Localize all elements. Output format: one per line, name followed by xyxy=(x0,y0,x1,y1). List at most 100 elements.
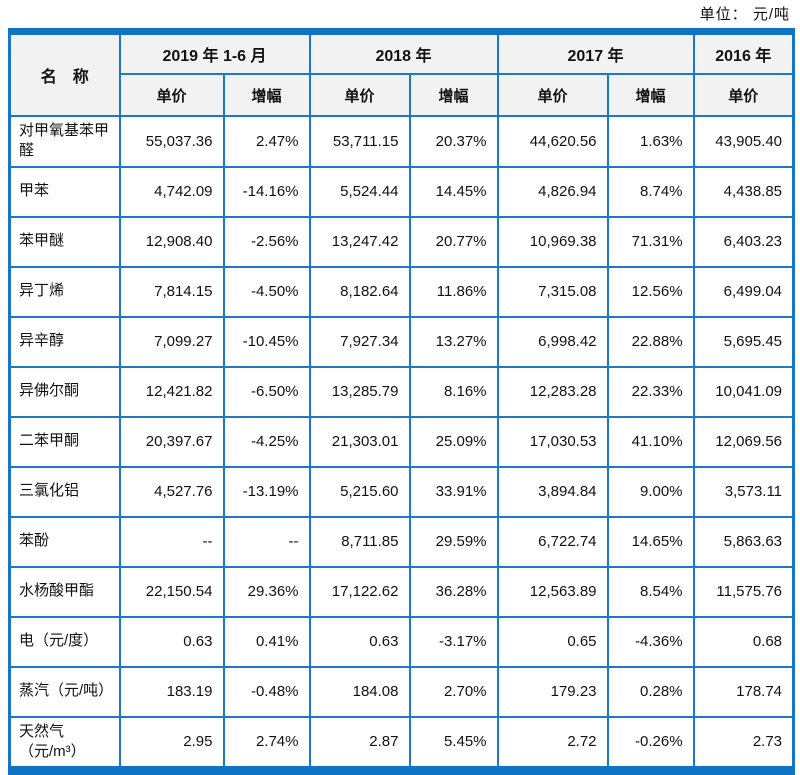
value-cell: 6,998.42 xyxy=(496,315,609,368)
value-cell: 12,421.82 xyxy=(118,365,225,418)
value-cell: 12,283.28 xyxy=(496,365,609,418)
row-label: 二苯甲酮 xyxy=(8,415,121,468)
value-cell: -3.17% xyxy=(408,615,499,668)
value-cell: 0.68 xyxy=(692,615,795,668)
column-subheader: 增幅 xyxy=(408,73,499,117)
value-cell: 10,969.38 xyxy=(496,215,609,268)
value-cell: 14.45% xyxy=(408,165,499,218)
value-cell: -14.16% xyxy=(222,165,311,218)
value-cell: -6.50% xyxy=(222,365,311,418)
value-cell: 6,403.23 xyxy=(692,215,795,268)
value-cell: 2.72 xyxy=(496,715,609,772)
value-cell: 12.56% xyxy=(606,265,695,318)
table-row: 甲苯 4,742.09 -14.16% 5,524.44 14.45% 4,826.94… xyxy=(8,165,795,218)
value-cell: 29.36% xyxy=(222,565,311,618)
table-header: 名 称 2019 年 1-6 月 2018 年 2017 年 2016 年 单价 增幅单… xyxy=(8,30,795,117)
value-cell: 179.23 xyxy=(496,665,609,718)
value-cell: 7,927.34 xyxy=(308,315,411,368)
value-cell: -- xyxy=(222,515,311,568)
column-subheader: 增幅 xyxy=(222,73,311,117)
value-cell: 20.77% xyxy=(408,215,499,268)
row-label: 异辛醇 xyxy=(8,315,121,368)
table-row: 天然气（元/m³） 2.95 2.74% 2.87 5.45% 2.72 -0.26% 2.… xyxy=(8,715,795,772)
row-label: 电（元/度） xyxy=(8,615,121,668)
table-row: 异辛醇 7,099.27 -10.45% 7,927.34 13.27% 6,998.4… xyxy=(8,315,795,368)
value-cell: 10,041.09 xyxy=(692,365,795,418)
value-cell: 1.63% xyxy=(606,115,695,168)
value-cell: 5,863.63 xyxy=(692,515,795,568)
value-cell: 4,826.94 xyxy=(496,165,609,218)
value-cell: 0.41% xyxy=(222,615,311,668)
value-cell: 44,620.56 xyxy=(496,115,609,168)
value-cell: 8.16% xyxy=(408,365,499,418)
table-row: 异丁烯 7,814.15 -4.50% 8,182.64 11.86% 7,315.08… xyxy=(8,265,795,318)
row-label: 苯甲醚 xyxy=(8,215,121,268)
value-cell: 13.27% xyxy=(408,315,499,368)
value-cell: 2.47% xyxy=(222,115,311,168)
value-cell: 184.08 xyxy=(308,665,411,718)
row-label: 对甲氧基苯甲醛 xyxy=(8,115,121,168)
value-cell: -- xyxy=(118,515,225,568)
row-label: 甲苯 xyxy=(8,165,121,218)
value-cell: 41.10% xyxy=(606,415,695,468)
table-row: 三氯化铝 4,527.76 -13.19% 5,215.60 33.91% 3,894.… xyxy=(8,465,795,518)
table-row: 蒸汽（元/吨） 183.19 -0.48% 184.08 2.70% 179.23 0.2… xyxy=(8,665,795,718)
row-label: 蒸汽（元/吨） xyxy=(8,665,121,718)
value-cell: 13,285.79 xyxy=(308,365,411,418)
column-subheader: 单价 xyxy=(308,73,411,117)
value-cell: 21,303.01 xyxy=(308,415,411,468)
value-cell: 0.63 xyxy=(118,615,225,668)
value-cell: 8,711.85 xyxy=(308,515,411,568)
value-cell: 5,215.60 xyxy=(308,465,411,518)
value-cell: 22.33% xyxy=(606,365,695,418)
value-cell: 12,563.89 xyxy=(496,565,609,618)
value-cell: 43,905.40 xyxy=(692,115,795,168)
value-cell: 2.73 xyxy=(692,715,795,772)
column-header-name: 名 称 xyxy=(8,30,121,117)
value-cell: 0.63 xyxy=(308,615,411,668)
row-label: 三氯化铝 xyxy=(8,465,121,518)
value-cell: 11.86% xyxy=(408,265,499,318)
value-cell: -0.26% xyxy=(606,715,695,772)
value-cell: 5,695.45 xyxy=(692,315,795,368)
header-row-years: 名 称 2019 年 1-6 月 2018 年 2017 年 2016 年 xyxy=(8,30,795,117)
value-cell: 183.19 xyxy=(118,665,225,718)
table-row: 对甲氧基苯甲醛 55,037.36 2.47% 53,711.15 20.37% 44,… xyxy=(8,115,795,168)
value-cell: 71.31% xyxy=(606,215,695,268)
value-cell: 178.74 xyxy=(692,665,795,718)
value-cell: -10.45% xyxy=(222,315,311,368)
value-cell: 14.65% xyxy=(606,515,695,568)
value-cell: 9.00% xyxy=(606,465,695,518)
value-cell: 29.59% xyxy=(408,515,499,568)
table-row: 水杨酸甲酯 22,150.54 29.36% 17,122.62 36.28% 12,5… xyxy=(8,565,795,618)
value-cell: 4,438.85 xyxy=(692,165,795,218)
value-cell: 0.65 xyxy=(496,615,609,668)
value-cell: 0.28% xyxy=(606,665,695,718)
row-label: 异丁烯 xyxy=(8,265,121,318)
value-cell: -2.56% xyxy=(222,215,311,268)
value-cell: 12,069.56 xyxy=(692,415,795,468)
row-label: 天然气（元/m³） xyxy=(8,715,121,772)
value-cell: 22.88% xyxy=(606,315,695,368)
value-cell: 20.37% xyxy=(408,115,499,168)
table-row: 二苯甲酮 20,397.67 -4.25% 21,303.01 25.09% 17,03… xyxy=(8,415,795,468)
price-table: 名 称 2019 年 1-6 月 2018 年 2017 年 2016 年 单价 增幅单… xyxy=(8,28,796,775)
row-label: 水杨酸甲酯 xyxy=(8,565,121,618)
value-cell: 7,099.27 xyxy=(118,315,225,368)
value-cell: -13.19% xyxy=(222,465,311,518)
column-subheader: 单价 xyxy=(118,73,225,117)
value-cell: 4,527.76 xyxy=(118,465,225,518)
value-cell: 11,575.76 xyxy=(692,565,795,618)
table-row: 异佛尔酮 12,421.82 -6.50% 13,285.79 8.16% 12,283… xyxy=(8,365,795,418)
column-subheader: 单价 xyxy=(496,73,609,117)
table-body: 对甲氧基苯甲醛 55,037.36 2.47% 53,711.15 20.37% 44,… xyxy=(8,115,795,772)
value-cell: 6,499.04 xyxy=(692,265,795,318)
value-cell: -4.25% xyxy=(222,415,311,468)
value-cell: 13,247.42 xyxy=(308,215,411,268)
row-label: 苯酚 xyxy=(8,515,121,568)
value-cell: 22,150.54 xyxy=(118,565,225,618)
column-header-year: 2019 年 1-6 月 xyxy=(118,30,311,75)
value-cell: -0.48% xyxy=(222,665,311,718)
value-cell: 2.70% xyxy=(408,665,499,718)
value-cell: -4.50% xyxy=(222,265,311,318)
